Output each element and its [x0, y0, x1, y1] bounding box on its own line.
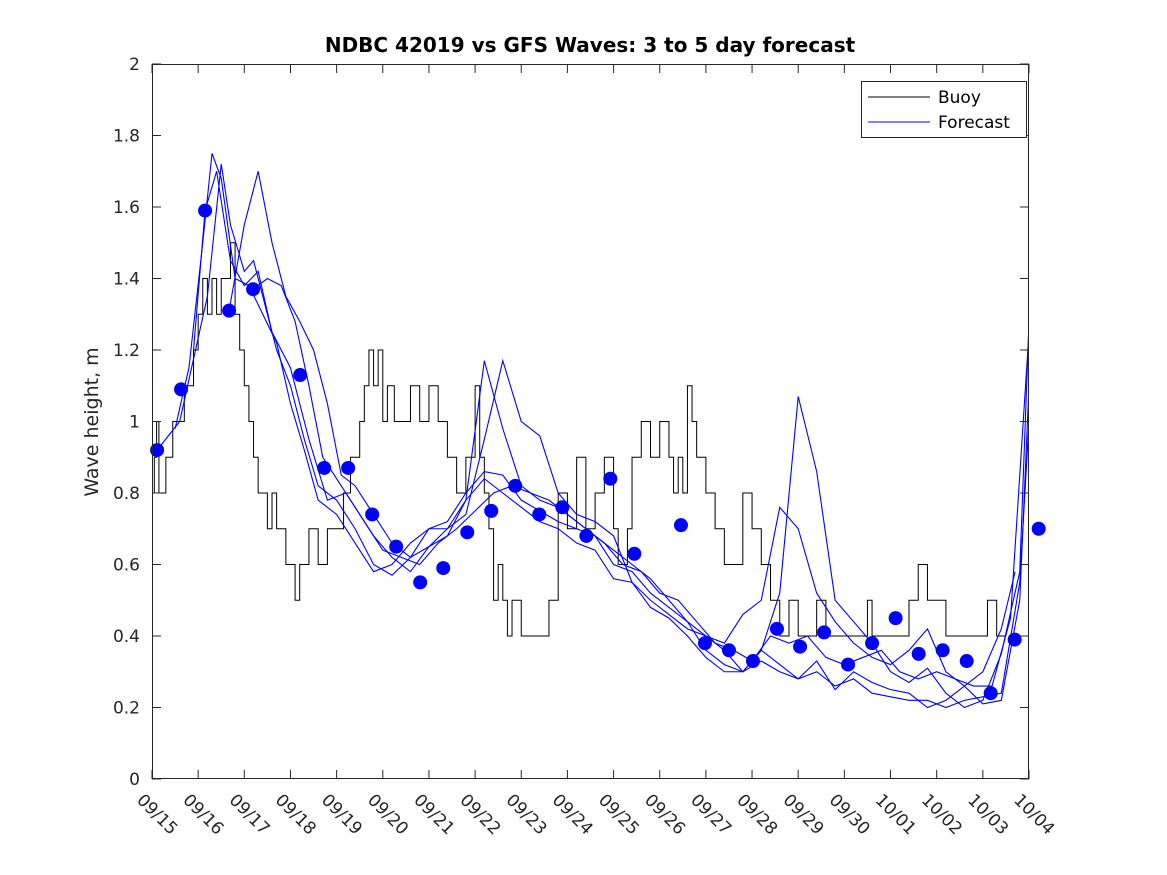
y-tick-label: 1.6	[113, 198, 140, 218]
y-tick-label: 0.6	[113, 556, 140, 576]
forecast-points-layer	[150, 203, 1046, 701]
forecast-point	[983, 686, 998, 701]
forecast-trace-1	[174, 153, 1029, 709]
legend-label-forecast: Forecast	[938, 113, 1010, 133]
x-tick-label: 09/30	[825, 790, 874, 839]
y-tick-label: 0	[129, 770, 140, 790]
x-tick-label: 09/18	[271, 790, 320, 839]
forecast-point	[174, 382, 189, 397]
y-tick-label: 1.2	[113, 341, 140, 361]
chart-title: NDBC 42019 vs GFS Waves: 3 to 5 day fore…	[325, 33, 856, 57]
plot-area	[152, 64, 1029, 779]
forecast-point	[817, 625, 832, 640]
y-tick-label: 1.8	[113, 127, 140, 147]
forecast-point	[413, 575, 428, 590]
x-tick-label: 10/01	[871, 790, 920, 839]
forecast-point	[1007, 632, 1022, 647]
x-tick-label: 10/03	[963, 790, 1012, 839]
y-tick-label: 1.4	[113, 270, 140, 290]
forecast-point	[627, 546, 642, 561]
forecast-point	[150, 443, 165, 458]
y-tick-label: 0.2	[113, 699, 140, 719]
forecast-point	[911, 646, 926, 661]
forecast-point	[697, 636, 712, 651]
x-tick-label: 09/20	[363, 790, 412, 839]
forecast-point	[959, 654, 974, 669]
y-axis: 0 0.2 0.4 0.6 0.8 1 1.2 1.4 1.6 1.8 2	[113, 55, 1029, 790]
x-tick-label: 09/25	[594, 790, 643, 839]
x-tick-label: 10/02	[917, 790, 966, 839]
legend-label-buoy: Buoy	[938, 88, 981, 108]
forecast-trace-3	[228, 171, 1029, 709]
x-tick-label: 09/21	[409, 790, 458, 839]
legend: Buoy Forecast	[861, 81, 1027, 138]
forecast-point	[508, 478, 523, 493]
x-tick-label: 09/16	[179, 790, 228, 839]
y-axis-label: Wave height, m	[81, 347, 103, 496]
forecast-point	[1031, 521, 1046, 536]
forecast-point	[793, 639, 808, 654]
series-layer	[152, 153, 1029, 709]
forecast-point	[603, 471, 618, 486]
forecast-point	[555, 500, 570, 515]
forecast-point	[721, 643, 736, 658]
x-tick-label: 09/29	[779, 790, 828, 839]
y-tick-label: 1	[129, 413, 140, 433]
forecast-point	[436, 561, 451, 576]
forecast-point	[246, 282, 261, 297]
forecast-point	[317, 460, 332, 475]
x-tick-label: 09/28	[733, 790, 782, 839]
forecast-point	[389, 539, 404, 554]
forecast-point	[341, 460, 356, 475]
forecast-point	[365, 507, 380, 522]
forecast-point	[673, 518, 688, 533]
forecast-point	[865, 636, 880, 651]
forecast-trace-4	[252, 277, 1016, 687]
forecast-point	[935, 643, 950, 658]
forecast-point	[484, 503, 499, 518]
x-tick-label: 09/23	[502, 790, 551, 839]
legend-box	[861, 81, 1027, 138]
x-tick-label: 09/22	[456, 790, 505, 839]
y-tick-label: 0.8	[113, 484, 140, 504]
y-tick-label: 0.4	[113, 627, 140, 647]
x-tick-label: 09/27	[686, 790, 735, 839]
forecast-point	[222, 303, 237, 318]
x-tick-label: 09/17	[225, 790, 274, 839]
forecast-point	[532, 507, 547, 522]
forecast-point	[745, 654, 760, 669]
forecast-point	[888, 611, 903, 626]
forecast-point	[293, 368, 308, 383]
x-tick-label: 09/24	[548, 790, 597, 839]
forecast-point	[769, 621, 784, 636]
forecast-point	[841, 657, 856, 672]
y-tick-label: 2	[129, 55, 140, 75]
x-tick-label: 09/26	[640, 790, 689, 839]
buoy-line	[152, 242, 1006, 637]
x-tick-label: 09/15	[132, 790, 181, 839]
forecast-point	[460, 525, 475, 540]
forecast-point	[579, 528, 594, 543]
forecast-point	[198, 203, 213, 218]
x-tick-label: 09/19	[317, 790, 366, 839]
x-tick-label: 10/04	[1009, 790, 1058, 839]
